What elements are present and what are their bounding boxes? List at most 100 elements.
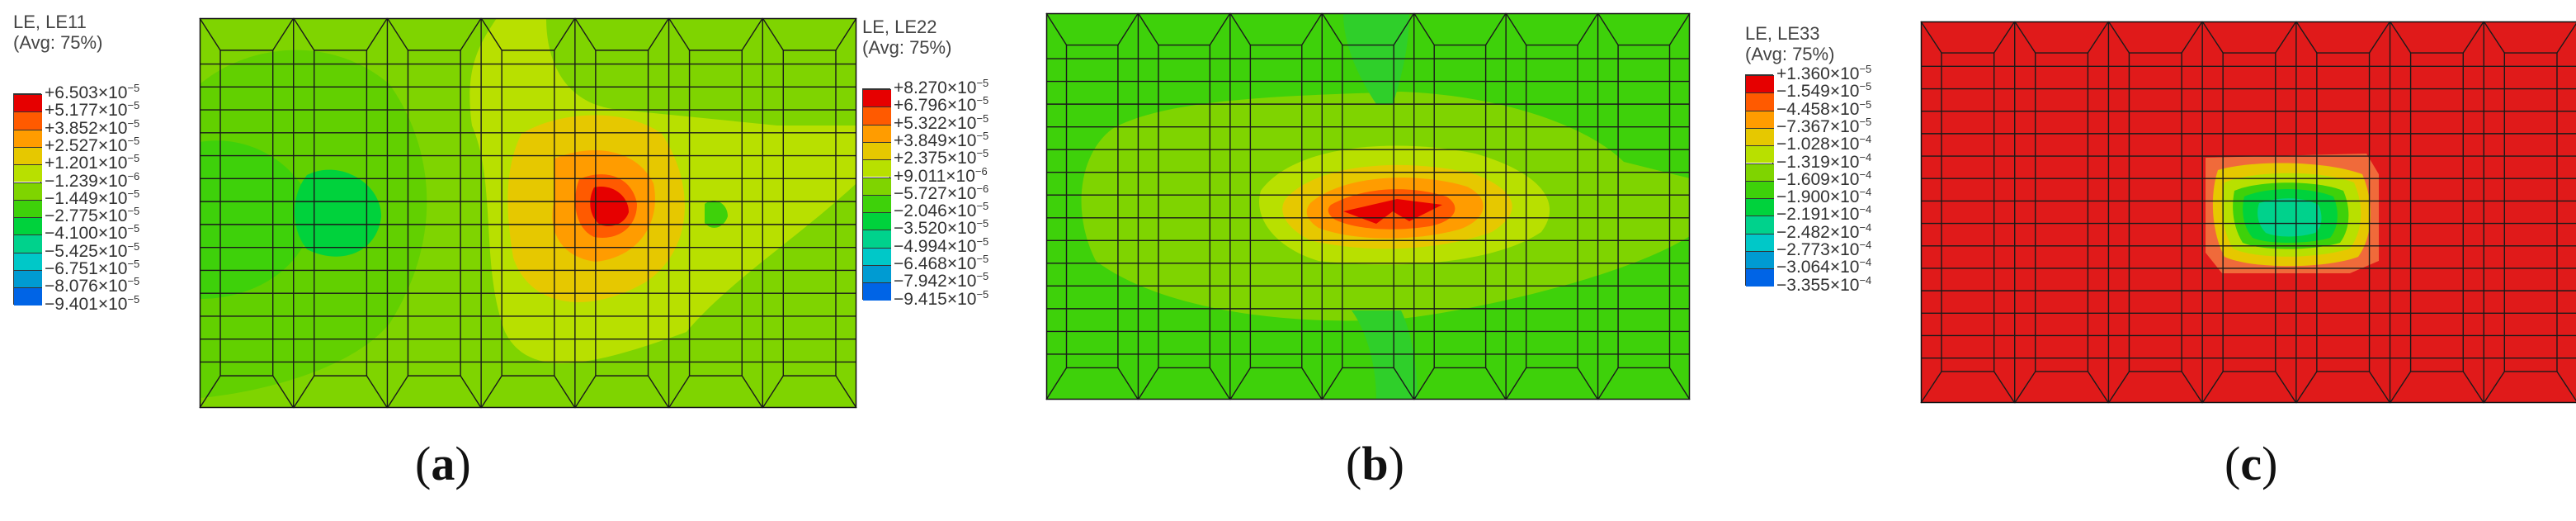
legend-value: −9.401×10−5: [45, 292, 140, 314]
legend-value: −3.064×10−4: [1776, 256, 1872, 277]
plot-border: [1045, 12, 1691, 400]
legend-title: LE, LE33: [1745, 23, 1820, 44]
colorbar: [13, 93, 42, 305]
colorbar-band: [14, 182, 42, 200]
legend-value: +1.201×10−5: [45, 152, 140, 173]
legend-average: (Avg: 75%): [13, 32, 103, 53]
contour-plot-c: [1920, 21, 2576, 404]
colorbar-band: [1746, 75, 1774, 93]
legend-value: −4.994×10−5: [894, 234, 989, 256]
colorbar-band: [863, 265, 891, 283]
colorbar-band: [14, 94, 42, 112]
legend-value: −4.458×10−5: [1776, 97, 1872, 119]
legend-value: −1.449×10−5: [45, 187, 140, 208]
colorbar-band: [14, 146, 42, 165]
contour-band: [295, 169, 381, 257]
legend-value: +8.270×10−5: [894, 77, 989, 97]
legend-value: −9.415×10−5: [894, 287, 989, 309]
legend-average: (Avg: 75%): [1745, 44, 1835, 64]
plot-border: [1920, 21, 2576, 404]
colorbar-band: [863, 159, 891, 178]
legend-a: LE, LE11 (Avg: 75%) +6.503×10−5 +5.177×10…: [13, 12, 203, 313]
colorbar-band: [1746, 110, 1774, 128]
colorbar-band: [14, 234, 42, 253]
colorbar-band: [1746, 251, 1774, 269]
contour-band: [2258, 198, 2322, 237]
mesh-grid: [199, 17, 857, 409]
legend-value: −3.355×10−4: [1776, 273, 1872, 295]
legend-value: −2.775×10−5: [45, 205, 140, 226]
legend-value: +6.796×10−5: [894, 94, 989, 116]
legend-value: −7.942×10−5: [894, 270, 989, 291]
legend-value: −1.028×10−4: [1776, 133, 1872, 154]
legend-value: −5.425×10−5: [45, 239, 140, 261]
legend-value: −5.727×10−6: [894, 182, 989, 203]
colorbar-band: [863, 89, 891, 107]
contour-plot-a: [199, 17, 857, 409]
legend-value: +3.849×10−5: [894, 129, 989, 150]
colorbar-band: [1746, 216, 1774, 234]
colorbar-band: [863, 212, 891, 230]
colorbar-band: [863, 141, 891, 160]
legend-value: +1.360×10−5: [1776, 63, 1872, 83]
colorbar-band: [1746, 233, 1774, 251]
legend-value: +2.527×10−5: [45, 134, 140, 155]
legend-value: −1.549×10−5: [1776, 80, 1872, 102]
colorbar-band: [863, 230, 891, 248]
colorbar-band: [14, 252, 42, 270]
colorbar-band: [14, 199, 42, 218]
colorbar-band: [863, 194, 891, 213]
colorbar-band: [14, 287, 42, 305]
colorbar: [1745, 74, 1774, 287]
legend-value: −1.900×10−4: [1776, 186, 1872, 207]
legend-value: −1.609×10−4: [1776, 168, 1872, 189]
legend-value: −3.520×10−5: [894, 217, 989, 239]
colorbar-band: [1746, 268, 1774, 287]
legend-c: LE, LE33 (Avg: 75%) +1.360×10−5 −1.549×10…: [1745, 12, 1935, 294]
colorbar-band: [1746, 180, 1774, 199]
plot-border: [199, 17, 857, 409]
legend-value: −1.319×10−4: [1776, 150, 1872, 172]
legend-value: −2.773×10−4: [1776, 239, 1872, 259]
legend-value: −8.076×10−5: [45, 275, 140, 296]
legend-value: −6.751×10−5: [45, 258, 140, 278]
legend-value: +9.011×10−6: [894, 164, 988, 186]
panel-label-b: (b): [1346, 437, 1404, 490]
mesh-grid: [1920, 21, 2576, 404]
panel-label-c: (c): [2225, 437, 2278, 490]
legend-title: LE, LE11: [13, 12, 87, 32]
colorbar-band: [1746, 127, 1774, 146]
legend-title: LE, LE22: [862, 17, 937, 37]
legend-value: −2.191×10−4: [1776, 203, 1872, 225]
contour-band: [705, 200, 728, 228]
legend-value: −1.239×10−6: [45, 169, 140, 191]
colorbar-band: [14, 111, 42, 130]
colorbar-band: [1746, 198, 1774, 216]
legend-value: +5.177×10−5: [45, 99, 140, 121]
legend-value: +5.322×10−5: [894, 111, 989, 133]
colorbar-band: [14, 270, 42, 288]
contour-band: [590, 187, 629, 226]
legend-value: −4.100×10−5: [45, 222, 140, 244]
colorbar-band: [863, 282, 891, 301]
panel-label-a: (a): [415, 437, 471, 490]
legend-value: −2.046×10−5: [894, 200, 989, 221]
colorbar-band: [863, 124, 891, 142]
contour-plot-b: [1045, 12, 1691, 400]
contour-band: [1352, 310, 1418, 400]
legend-value: +6.503×10−5: [45, 82, 140, 102]
legend-value: −2.482×10−4: [1776, 220, 1872, 242]
legend-value: +2.375×10−5: [894, 147, 989, 168]
colorbar-band: [1746, 92, 1774, 111]
colorbar-band: [14, 164, 42, 182]
legend-value: +3.852×10−5: [45, 116, 140, 138]
colorbar-band: [14, 129, 42, 147]
colorbar-band: [1746, 163, 1774, 181]
colorbar-band: [1746, 145, 1774, 163]
colorbar-band: [14, 217, 42, 235]
mesh-grid: [1045, 12, 1691, 400]
colorbar-band: [863, 247, 891, 265]
contour-band: [200, 140, 315, 299]
colorbar-band: [863, 107, 891, 125]
legend-average: (Avg: 75%): [862, 37, 952, 58]
